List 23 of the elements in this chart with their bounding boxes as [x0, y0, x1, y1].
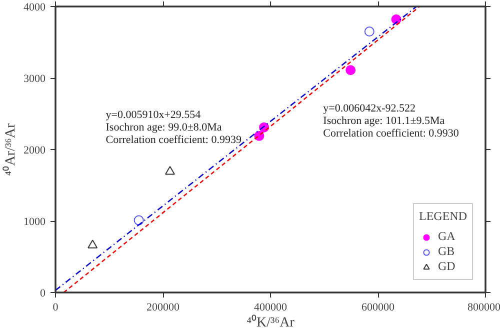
point: [134, 215, 144, 226]
point: [88, 240, 98, 248]
legend-label: GD: [438, 259, 456, 274]
y-tick-label: 4000: [24, 2, 46, 14]
annotation: y=0.005910x+29.554 Isochron age: 99.0±8.0Ma Correlation coefficient: 0.9939: [106, 109, 242, 146]
point: [346, 65, 356, 76]
point: [364, 26, 374, 37]
y-tick-label: 3000: [24, 73, 46, 85]
legend-title: LEGEND: [419, 209, 467, 224]
y-axis-title: ⁴⁰Ar/³⁶Ar: [2, 122, 18, 176]
y-tick-label: 1000: [24, 216, 46, 228]
x-tick-label: 200000: [146, 302, 180, 314]
point: [164, 166, 175, 175]
x-axis-title: ⁴⁰K/³⁶Ar: [246, 314, 295, 330]
x-tick-label: 400000: [254, 302, 288, 314]
annotation: y=0.006042x-92.522 Isochron age: 101.1±9.5Ma Correlation coefficient: 0.9930: [323, 102, 460, 140]
legend-label: GB: [438, 244, 456, 259]
x-tick-label: 0: [52, 302, 59, 314]
legend-label: GA: [438, 229, 456, 244]
x-tick-label: 800000: [468, 302, 500, 314]
y-tick-label: 2000: [24, 144, 46, 156]
x-tick-label: 600000: [362, 302, 395, 314]
y-tick-label: 0: [40, 288, 46, 300]
